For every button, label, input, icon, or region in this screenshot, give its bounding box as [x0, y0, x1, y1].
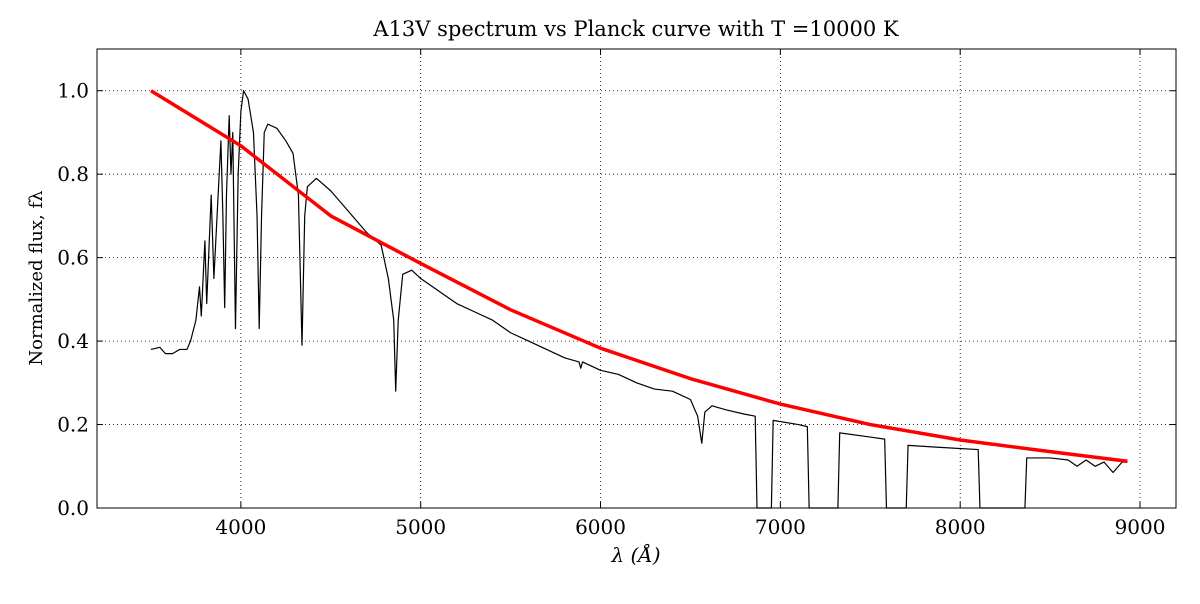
spectrum-line: [150, 90, 1128, 509]
x-tick-label: 4000: [215, 515, 266, 539]
x-axis-label: λ (Å): [610, 542, 660, 567]
plot-area: 0.0 0.2 0.4 0.6 0.8 1.0 4000 5000 6000 7000 8000 90…: [57, 49, 1176, 539]
y-tick-label: 0.8: [57, 162, 89, 186]
x-tick-label: 8000: [935, 515, 986, 539]
axes-frame: [96, 48, 1177, 509]
y-tick-label: 1.0: [57, 79, 89, 103]
spectrum-line: [150, 89, 1128, 464]
y-tick-label: 0.4: [57, 329, 89, 353]
x-tick-label: 7000: [755, 515, 806, 539]
y-tick-label: 0.0: [57, 496, 89, 520]
x-tick-label: 6000: [575, 515, 626, 539]
x-tick-label: 5000: [395, 515, 446, 539]
y-tick-label: 0.2: [57, 413, 89, 437]
y-axis-label: Normalized flux, fλ: [26, 190, 47, 365]
chart-title: A13V spectrum vs Planck curve with T =10…: [372, 17, 898, 41]
x-tick-label: 9000: [1115, 515, 1166, 539]
y-tick-label: 0.6: [57, 246, 89, 270]
